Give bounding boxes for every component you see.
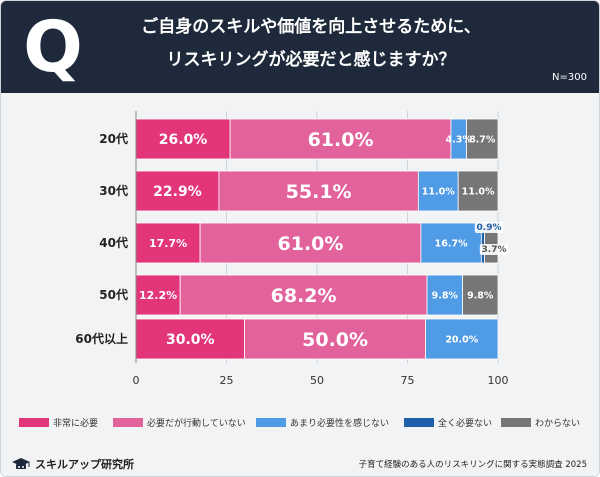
- data-label: 22.9%: [153, 184, 202, 200]
- x-tick-label: 100: [488, 374, 509, 387]
- label-background: [479, 244, 509, 255]
- bar-segment: [426, 274, 463, 316]
- data-label: 11.0%: [422, 186, 455, 197]
- legend-label: わからない: [535, 418, 580, 429]
- x-tick-label: 0: [133, 374, 140, 387]
- graduation-cap-icon: [12, 458, 30, 469]
- bar-segment: [457, 170, 499, 212]
- question-header: Q ご自身のスキルや価値を向上させるために、 リスキリングが必要だと感じますか？…: [1, 1, 599, 93]
- bar-segment: [135, 222, 201, 264]
- bar-segment: [229, 118, 452, 160]
- data-label: 61.0%: [278, 233, 344, 255]
- data-label: 3.7%: [482, 245, 507, 255]
- question-line-2: リスキリングが必要だと感じますか？: [166, 50, 456, 70]
- data-label: 17.7%: [149, 237, 187, 250]
- data-label: 9.8%: [432, 290, 459, 301]
- bar-segment: [179, 274, 428, 316]
- data-label: 4.3%: [446, 134, 473, 145]
- data-label: 26.0%: [159, 132, 208, 148]
- data-label: 16.7%: [435, 238, 468, 249]
- legend-label: あまり必要性を感じない: [290, 417, 389, 429]
- question-line-1: ご自身のスキルや価値を向上させるために、: [141, 17, 481, 37]
- label-background: [474, 222, 504, 233]
- bar-segment: [135, 318, 245, 360]
- category-label: 30代: [99, 183, 128, 198]
- data-label: 61.0%: [308, 129, 374, 151]
- category-label: 40代: [99, 235, 128, 250]
- bar-segment: [135, 118, 231, 160]
- bar-segment: [135, 274, 181, 316]
- x-tick-label: 75: [401, 374, 415, 387]
- legend-swatch: [404, 418, 434, 427]
- legend-label: 非常に必要: [53, 417, 98, 429]
- data-label: 11.0%: [462, 186, 495, 197]
- x-tick-label: 50: [310, 374, 324, 387]
- bar-segment: [135, 170, 220, 212]
- legend-swatch: [19, 418, 49, 427]
- data-label: 30.0%: [166, 332, 215, 348]
- data-label: 12.2%: [139, 289, 177, 302]
- legend-label: 全く必要ない: [438, 417, 492, 429]
- q-mark: Q: [23, 6, 83, 88]
- bar-segment: [244, 318, 427, 360]
- data-label: 20.0%: [445, 334, 478, 345]
- category-label: 20代: [99, 131, 128, 146]
- category-label: 50代: [99, 287, 128, 302]
- data-label: 9.8%: [467, 290, 494, 301]
- sample-size: N=300: [552, 72, 587, 83]
- brand-logo-text: スキルアップ研究所: [35, 458, 134, 471]
- x-tick-label: 25: [220, 374, 234, 387]
- category-label: 60代以上: [75, 331, 128, 346]
- legend-swatch: [113, 418, 143, 427]
- data-label: 0.9%: [477, 223, 502, 233]
- bar-segment: [425, 318, 499, 360]
- source-caption: 子育て経験のある人のリスキリングに関する実態調査 2025: [358, 460, 587, 470]
- data-label: 68.2%: [271, 285, 337, 307]
- legend-label: 必要だが行動していない: [147, 417, 246, 429]
- legend-swatch: [256, 418, 286, 427]
- bar-segment: [199, 222, 422, 264]
- bar-segment: [218, 170, 419, 212]
- bar-segment: [462, 274, 499, 316]
- data-label: 8.7%: [469, 134, 496, 145]
- legend-swatch: [501, 418, 531, 427]
- data-label: 55.1%: [286, 181, 352, 203]
- data-label: 50.0%: [302, 329, 368, 351]
- bar-segment: [466, 118, 499, 160]
- bar-segment: [420, 222, 482, 264]
